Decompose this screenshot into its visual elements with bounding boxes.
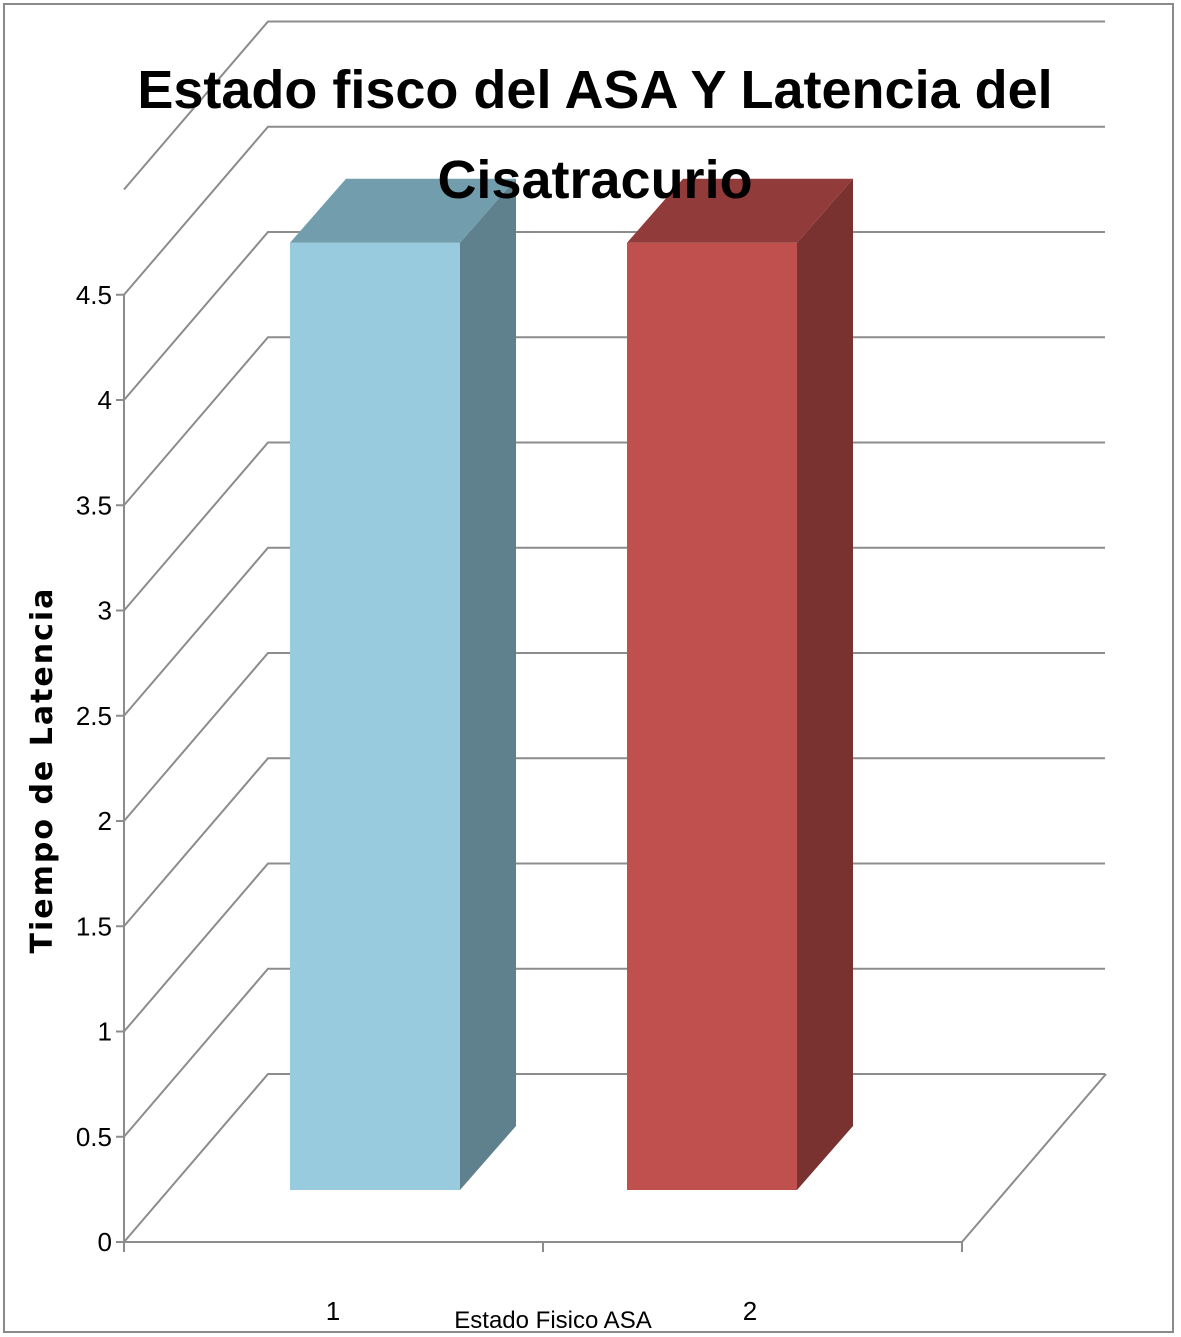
- y-tick-label: 0: [98, 1227, 112, 1257]
- y-tick-label: 2.5: [76, 701, 112, 731]
- gridline: [123, 757, 1105, 927]
- bar-1: [290, 178, 516, 1190]
- bars: [290, 178, 853, 1190]
- bar-top: [290, 178, 516, 243]
- y-tick-label: 2: [98, 806, 112, 836]
- bar-side: [460, 178, 516, 1190]
- gridline: [123, 441, 1105, 612]
- chart-frame: [3, 3, 1174, 1333]
- bar-top: [627, 178, 853, 243]
- axes: [116, 293, 1107, 1252]
- y-tick-label: 4.5: [76, 280, 112, 310]
- y-tick-label: 3: [98, 596, 112, 626]
- gridline: [123, 1073, 1105, 1243]
- gridline: [123, 546, 1105, 717]
- gridline: [123, 967, 1105, 1138]
- y-axis-label: Tiempo de Latencia: [25, 587, 60, 954]
- chart-title-line2: Cisatracurio: [437, 150, 752, 210]
- x-tick-label: 2: [743, 1296, 757, 1326]
- gridline: [123, 231, 1105, 401]
- x-tick-label: 1: [326, 1296, 340, 1326]
- gridline: [123, 125, 1105, 296]
- gridline: [123, 336, 1105, 506]
- chart-title-line1: Estado fisco del ASA Y Latencia del: [137, 60, 1052, 120]
- y-tick-labels: 0 0.5 1 1.5 2 2.5 3 3.5 4 4.5: [76, 280, 112, 1257]
- bar-front: [627, 242, 797, 1190]
- gridline: [123, 20, 1105, 191]
- y-tick-label: 1: [98, 1017, 112, 1047]
- y-tick-label: 0.5: [76, 1122, 112, 1152]
- x-axis-label: Estado Fisico ASA: [454, 1307, 651, 1334]
- bar-2: [627, 178, 853, 1190]
- floor-right-edge: [961, 1073, 1107, 1243]
- y-tick-label: 3.5: [76, 490, 112, 520]
- y-tick-label: 4: [98, 385, 112, 415]
- bar-side: [797, 178, 853, 1190]
- bar-front: [290, 242, 460, 1190]
- gridline: [123, 862, 1105, 1033]
- gridline: [123, 652, 1105, 822]
- y-tick-label: 1.5: [76, 911, 112, 941]
